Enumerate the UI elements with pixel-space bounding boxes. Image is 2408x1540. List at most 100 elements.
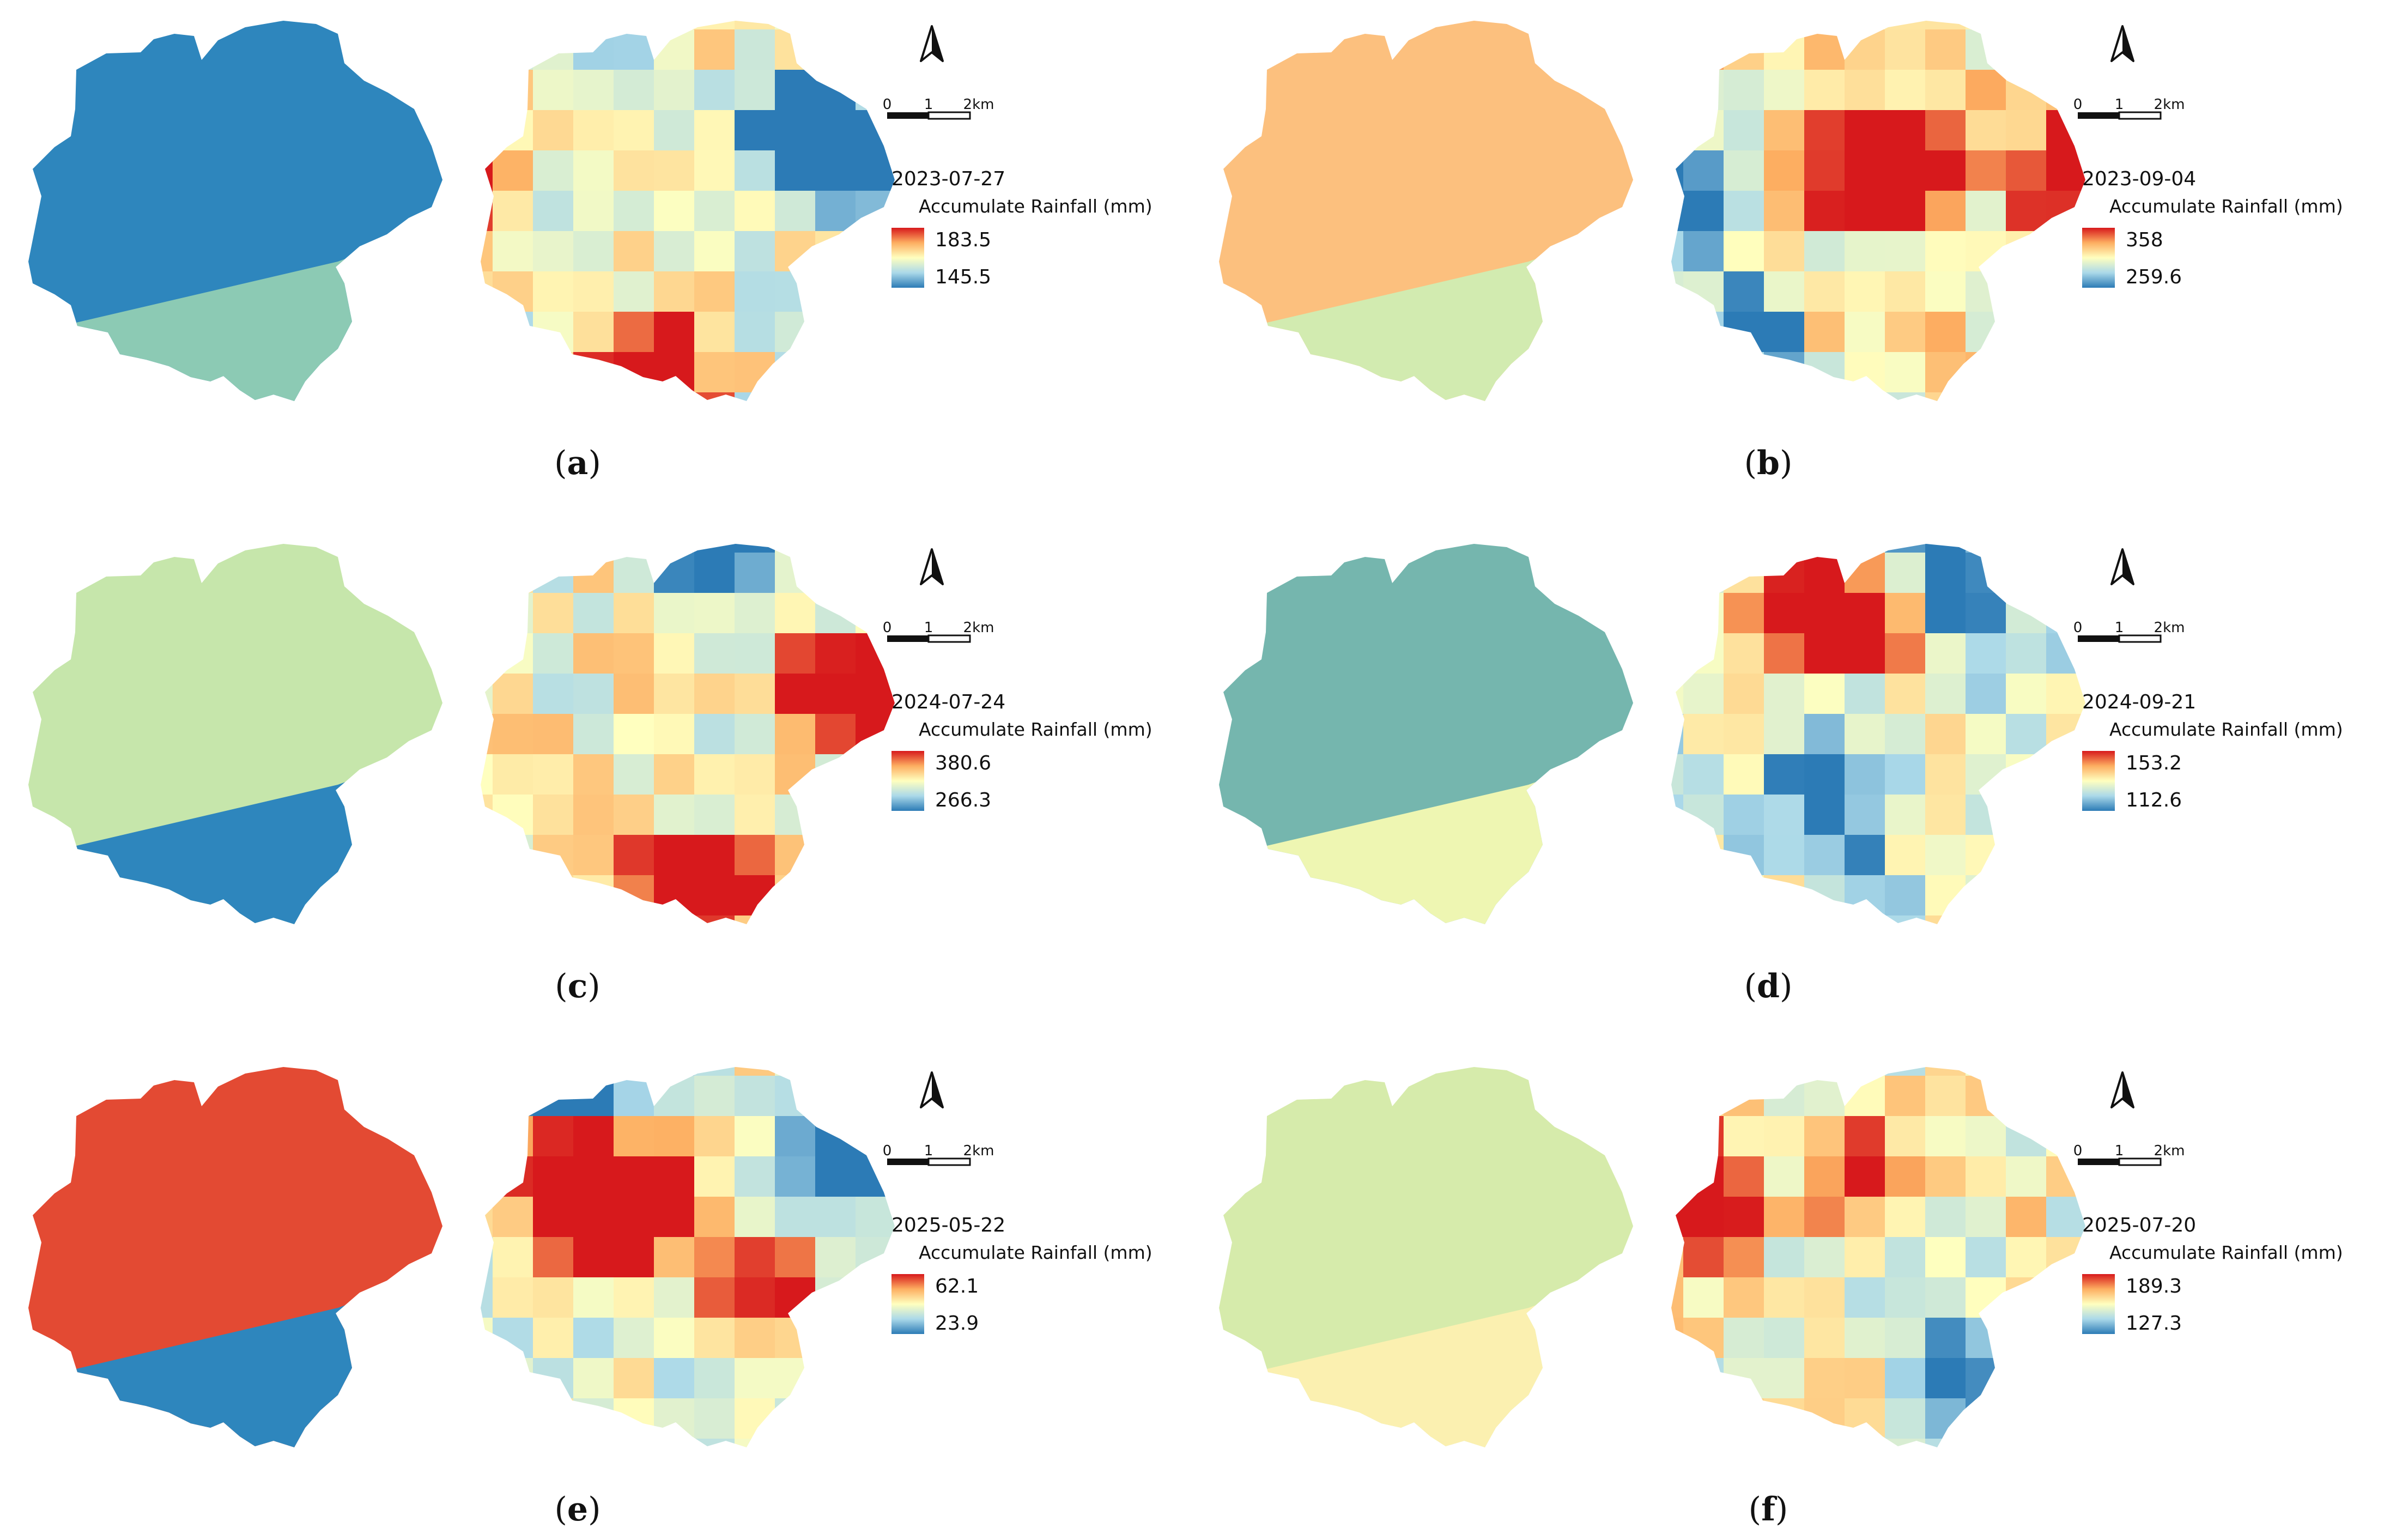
grid-cell <box>481 312 493 353</box>
grid-cell <box>1925 21 1966 30</box>
grid-cell <box>573 875 614 916</box>
grid-cell <box>2086 312 2127 353</box>
grid-cell <box>614 674 654 714</box>
grid-cell <box>654 714 695 755</box>
grid-cell <box>735 29 775 70</box>
color-ramp <box>891 228 924 288</box>
grid-cell <box>856 875 895 916</box>
grid-cell <box>1966 150 2006 191</box>
grid-cell <box>533 875 574 916</box>
grid-cell <box>654 835 695 876</box>
grid-cell <box>1671 674 1684 714</box>
legend: 2023-09-04 Accumulate Rainfall (mm) 358 259… <box>2082 168 2343 288</box>
gridded-rainfall-map <box>1671 512 2127 924</box>
grid-cell <box>1845 1358 1885 1399</box>
grid-cell <box>1764 875 1805 916</box>
grid-cell <box>856 191 895 232</box>
grid-cell <box>1804 231 1845 272</box>
grid-cell <box>856 714 895 755</box>
grid-cell <box>694 593 735 634</box>
grid-cell <box>2046 29 2085 70</box>
grid-cell <box>1845 1116 1885 1157</box>
grid-cell <box>1885 553 1926 593</box>
grid-cell <box>694 392 735 401</box>
grid-cell <box>614 21 654 30</box>
grid-cell <box>1925 795 1966 835</box>
grid-cell <box>573 312 614 353</box>
grid-cell <box>735 70 775 111</box>
grid-cell <box>1966 553 2006 593</box>
grid-cell <box>573 795 614 835</box>
grid-cell <box>481 795 493 835</box>
grid-cell <box>533 191 574 232</box>
grid-cell <box>1671 110 1684 151</box>
grid-cell <box>493 392 533 401</box>
grid-cell <box>1724 231 1764 272</box>
legend-title: Accumulate Rainfall (mm) <box>919 719 1153 740</box>
grid-cell <box>1804 392 1845 401</box>
grid-cell <box>573 593 614 634</box>
grid-cell <box>1804 544 1845 553</box>
grid-cell <box>573 150 614 191</box>
grid-cell <box>1885 1156 1926 1197</box>
grid-cell <box>1966 1116 2006 1157</box>
grid-cell <box>775 352 816 393</box>
grid-cell <box>694 150 735 191</box>
grid-cell <box>493 875 533 916</box>
grid-cell <box>1925 1318 1966 1359</box>
grid-cell <box>815 110 856 151</box>
grid-cell <box>2046 1398 2085 1439</box>
grid-cell <box>481 352 493 393</box>
grid-cell <box>573 915 614 924</box>
grid-cell <box>2006 835 2047 876</box>
legend-min: 112.6 <box>2126 789 2182 811</box>
grid-cell <box>896 0 937 30</box>
grid-cell <box>533 392 574 401</box>
grid-cell <box>2006 1067 2047 1076</box>
grid-cell <box>654 1277 695 1318</box>
grid-cell <box>1966 70 2006 111</box>
scale-tick-label: 1 <box>924 96 933 113</box>
grid-cell <box>856 553 895 593</box>
grid-cell <box>2006 714 2047 755</box>
grid-cell <box>2006 875 2047 916</box>
grid-cell <box>1671 1237 1684 1278</box>
grid-cell <box>856 150 895 191</box>
grid-cell <box>1966 593 2006 634</box>
grid-cell <box>775 875 816 916</box>
map-date: 2023-09-04 <box>2082 168 2196 190</box>
grid-cell <box>1683 271 1724 312</box>
grid-cell <box>1885 21 1926 30</box>
grid-cell <box>2046 553 2085 593</box>
grid-cell <box>1885 1116 1926 1157</box>
grid-cell <box>2046 1439 2085 1447</box>
grid-cell <box>1925 544 1966 553</box>
grid-cell <box>735 271 775 312</box>
panel-b: 0 1 2km 2023-09-04 Accumulate Rainfall (mm) 3… <box>1219 21 2343 482</box>
grid-cell <box>1845 1277 1885 1318</box>
grid-cell <box>573 1067 614 1076</box>
grid-cell <box>1966 754 2006 795</box>
legend-title: Accumulate Rainfall (mm) <box>2109 1242 2343 1263</box>
grid-cell <box>493 1067 533 1076</box>
grid-cell <box>2086 512 2127 553</box>
grid-cell <box>856 352 895 393</box>
grid-cell <box>1671 553 1684 593</box>
grid-cell <box>654 312 695 353</box>
grid-cell <box>1885 915 1926 924</box>
grid-cell <box>815 544 856 553</box>
grid-cell <box>493 150 533 191</box>
grid-cell <box>1804 1398 1845 1439</box>
grid-cell <box>1966 1439 2006 1447</box>
grid-cell <box>694 1439 735 1447</box>
grid-cell <box>1966 875 2006 916</box>
grid-cell <box>1804 1156 1845 1197</box>
grid-cell <box>2006 1237 2047 1278</box>
grid-cell <box>1724 352 1764 393</box>
grid-cell <box>2006 1116 2047 1157</box>
grid-cell <box>735 674 775 714</box>
grid-cell <box>481 1197 493 1238</box>
grid-cell <box>1724 593 1764 634</box>
grid-cell <box>493 1318 533 1359</box>
grid-cell <box>2046 1076 2085 1117</box>
